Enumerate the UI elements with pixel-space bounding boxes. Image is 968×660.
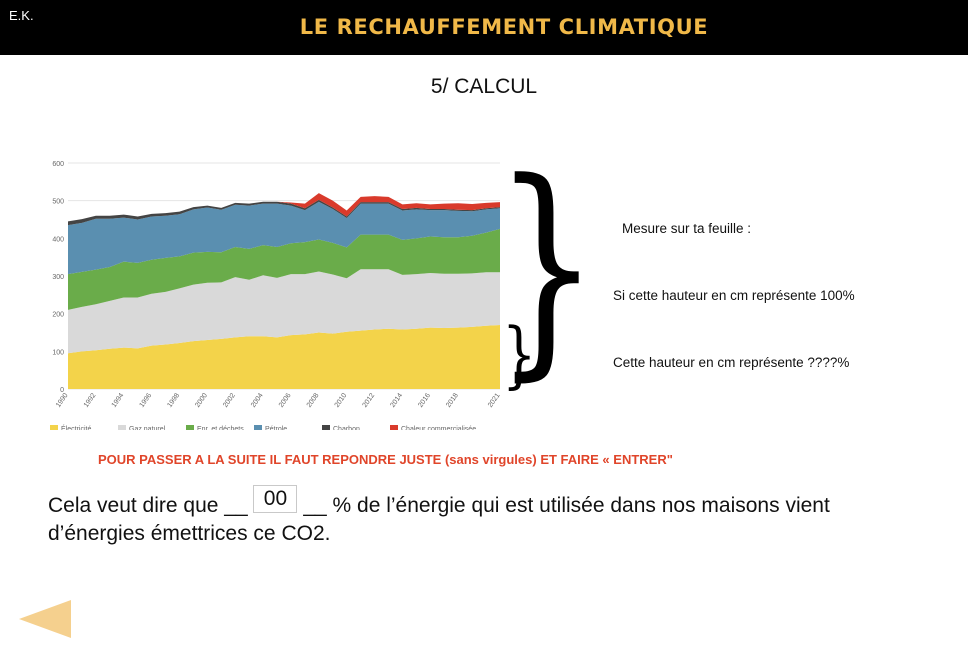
y-tick-label: 0 [60, 387, 64, 394]
legend-label: Charbon [333, 426, 360, 430]
x-tick-label: 2008 [306, 392, 321, 409]
energy-chart: 0 100 200 300 400 500 600 1990 1992 1994 1996 1998 2… [40, 155, 505, 435]
x-tick-label: 2006 [278, 392, 293, 409]
x-tick-label: 2000 [194, 392, 209, 409]
legend-label: Pétrole [265, 426, 287, 430]
area-p-trole [68, 201, 500, 275]
part-height-note: Cette hauteur en cm représente ????% [613, 355, 850, 370]
author-initials: E.K. [9, 8, 34, 23]
legend-label: Gaz naturel [129, 426, 166, 430]
area--lectricit- [68, 324, 500, 389]
x-tick-label: 2002 [222, 392, 237, 409]
y-tick-label: 300 [52, 274, 64, 281]
area-chaleur-commercialis-e [68, 193, 500, 222]
big-brace-icon: } [494, 134, 600, 401]
x-tick-label: 1990 [55, 392, 70, 409]
legend-swatch [186, 425, 194, 431]
legend-label: Chaleur commercialisée [401, 426, 476, 430]
legend-label: Enr. et déchets [197, 426, 244, 430]
legend-swatch [254, 425, 262, 431]
y-tick-label: 100 [52, 349, 64, 356]
y-tick-label: 400 [52, 236, 64, 243]
back-button[interactable] [19, 598, 73, 645]
x-tick-label: 1992 [83, 392, 98, 409]
stacked-area-chart: 0 100 200 300 400 500 600 1990 1992 1994 1996 1998 2… [50, 161, 502, 433]
sentence-after: __ % de l’énergie qui est utilisée dans … [303, 494, 830, 517]
legend-swatch [118, 425, 126, 431]
x-tick-label: 2012 [362, 392, 377, 409]
full-height-note: Si cette hauteur en cm représente 100% [613, 288, 855, 303]
legend-swatch [50, 425, 58, 431]
sentence-before: Cela veut dire que __ [48, 494, 248, 517]
x-tick-label: 2004 [250, 392, 265, 409]
small-brace-icon: } [502, 312, 537, 396]
legend-swatch [390, 425, 398, 431]
answer-input[interactable] [253, 485, 298, 513]
x-tick-label: 2016 [417, 392, 432, 409]
legend-swatch [322, 425, 330, 431]
legend-label: Électricité [61, 424, 91, 430]
x-tick-label: 1996 [139, 392, 154, 409]
instruction-text: POUR PASSER A LA SUITE IL FAUT REPONDRE … [98, 452, 673, 467]
x-tick-label: 1998 [166, 392, 181, 409]
y-tick-label: 500 [52, 199, 64, 206]
question-sentence: Cela veut dire que __ __ % de l’énergie … [48, 485, 830, 548]
back-arrow-icon [19, 600, 71, 638]
section-title: 5/ CALCUL [430, 75, 538, 98]
measure-note: Mesure sur ta feuille : [622, 221, 752, 236]
page-title: LE RECHAUFFEMENT CLIMATIQUE [299, 15, 709, 39]
x-tick-label: 2010 [334, 392, 349, 409]
header-bar: E.K. LE RECHAUFFEMENT CLIMATIQUE [0, 0, 968, 55]
area-gaz-naturel [68, 269, 500, 354]
y-tick-label: 600 [52, 161, 64, 168]
area-enr-et-d-chets [68, 228, 500, 310]
y-tick-label: 200 [52, 312, 64, 319]
x-tick-label: 1994 [111, 392, 126, 409]
sentence-line2: d’énergies émettrices ce CO2. [48, 522, 331, 545]
x-tick-label: 2014 [389, 392, 404, 409]
x-tick-label: 2018 [445, 392, 460, 409]
